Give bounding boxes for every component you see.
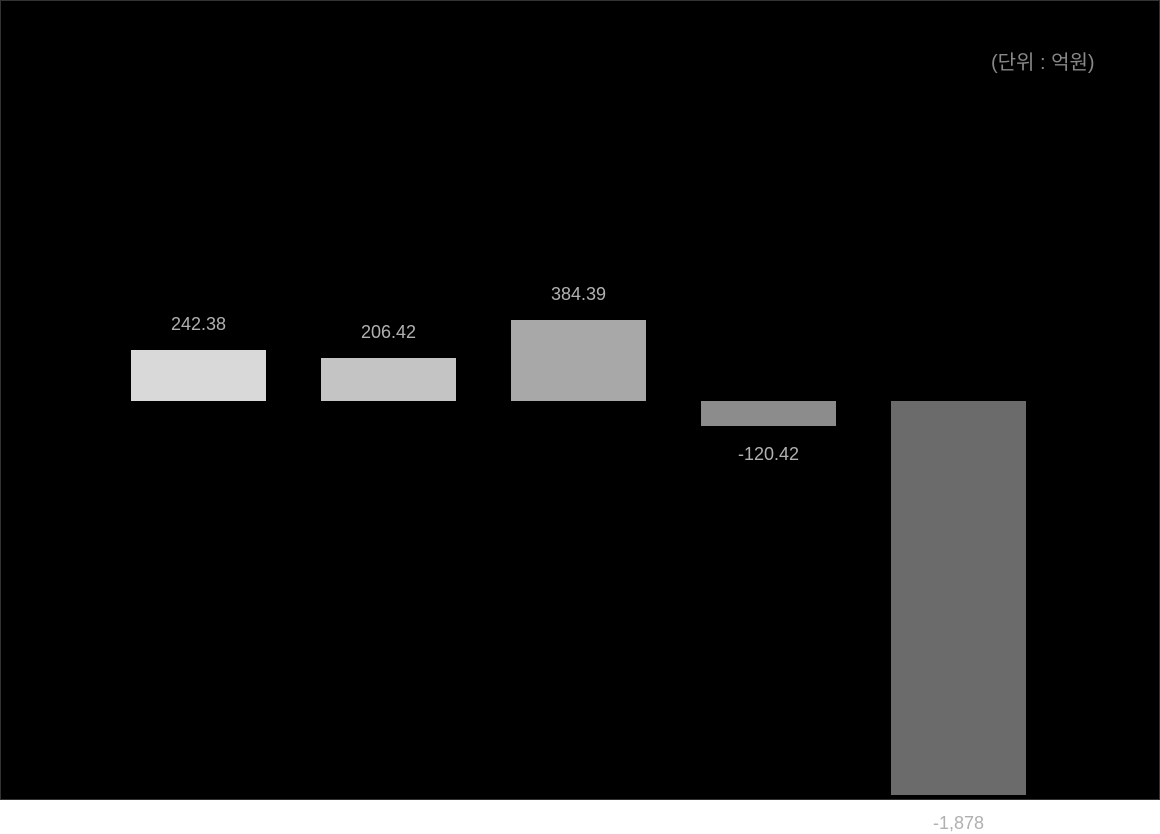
bar-4: [891, 401, 1026, 795]
bar-0: [131, 350, 266, 401]
unit-label: (단위 : 억원): [991, 46, 1095, 75]
bar-label-0: 242.38: [131, 314, 266, 335]
bar-label-3: -120.42: [701, 444, 836, 465]
bar-1: [321, 358, 456, 401]
bar-2: [511, 320, 646, 401]
bar-label-2: 384.39: [511, 284, 646, 305]
bar-chart: (단위 : 억원) 242.38206.42384.39-120.42-1,87…: [0, 0, 1160, 800]
bar-label-1: 206.42: [321, 322, 456, 343]
bar-label-4: -1,878: [891, 813, 1026, 834]
bar-3: [701, 401, 836, 426]
